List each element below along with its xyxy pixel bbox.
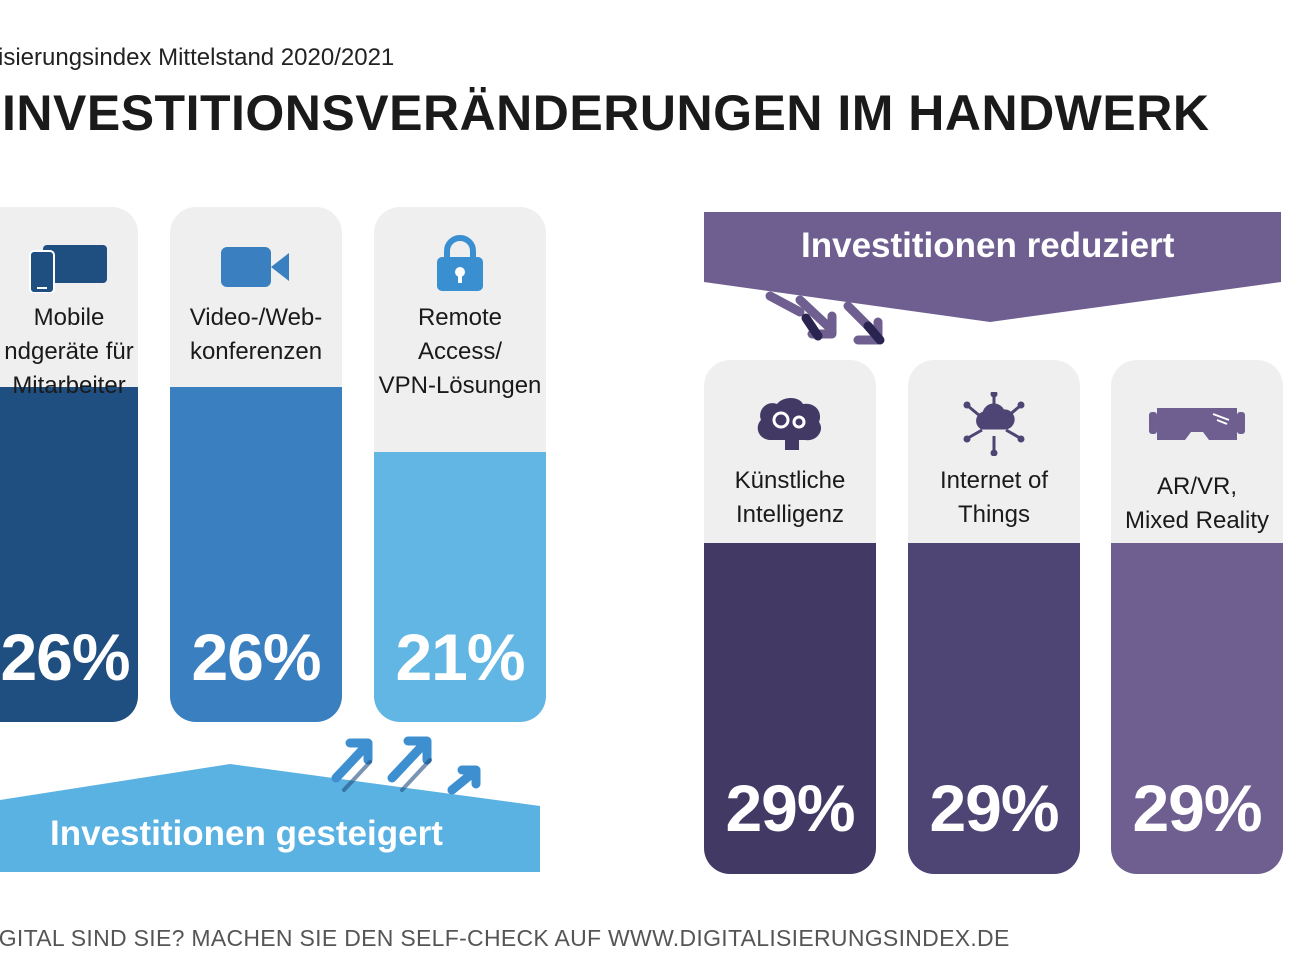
bar-value-label: 29% [725,771,855,845]
mobile-devices-icon [29,243,109,298]
bar-value-label: 26% [0,620,130,694]
up-arrows-icon [331,736,481,795]
brain-gears-icon [755,396,825,457]
reduced-banner-label: Investitionen reduziert [801,226,1175,265]
footer-cta: IGITAL SIND SIE? MACHEN SIE DEN SELF-CHE… [0,925,1010,951]
page-title: INVESTITIONSVERÄNDERUNGEN IM HANDWERK [2,85,1210,141]
bar-category-label: Remote Access/ VPN-Lösungen [378,304,542,399]
bar [170,387,342,722]
cloud-network-icon [962,390,1026,461]
bar-card-ai: Künstliche Intelligenz 29% [704,360,876,874]
bar-card-remote-access: Remote Access/ VPN-Lösungen 21% [374,207,546,722]
bar-card-ar-vr: AR/VR, Mixed Reality 29% [1111,360,1283,874]
video-camera-icon [221,245,291,294]
bar-category-label: Internet of Things [939,467,1049,528]
bar [704,543,876,874]
bar-category-label: Video-/Web- konferenzen [189,304,323,365]
bar-value-label: 29% [1132,771,1262,845]
increased-banner-shape [0,764,540,872]
vr-headset-icon [1149,406,1245,447]
bar-card-iot: Internet of Things 29% [908,360,1080,874]
bar-card-video-conferences: Video-/Web- konferenzen 26% [170,207,342,722]
bar-card-mobile-devices: Mobile ndgeräte für Mitarbeiter 26% [0,207,138,722]
bar-category-label: Mobile ndgeräte für Mitarbeiter [4,304,134,399]
bar-value-label: 26% [191,620,321,694]
bar-category-label: Künstliche Intelligenz [734,467,846,528]
bar [908,543,1080,874]
bar [1111,543,1283,874]
bar [374,452,546,722]
bar-category-label: AR/VR, Mixed Reality [1124,473,1270,534]
bar-value-label: 29% [929,771,1059,845]
subtitle: isierungsindex Mittelstand 2020/2021 [0,44,395,71]
reduced-banner-shape [704,212,1281,322]
bar [0,387,138,722]
down-arrows-icon [765,291,885,345]
padlock-icon [435,235,485,298]
bar-value-label: 21% [395,620,525,694]
increased-banner-label: Investitionen gesteigert [50,814,443,853]
